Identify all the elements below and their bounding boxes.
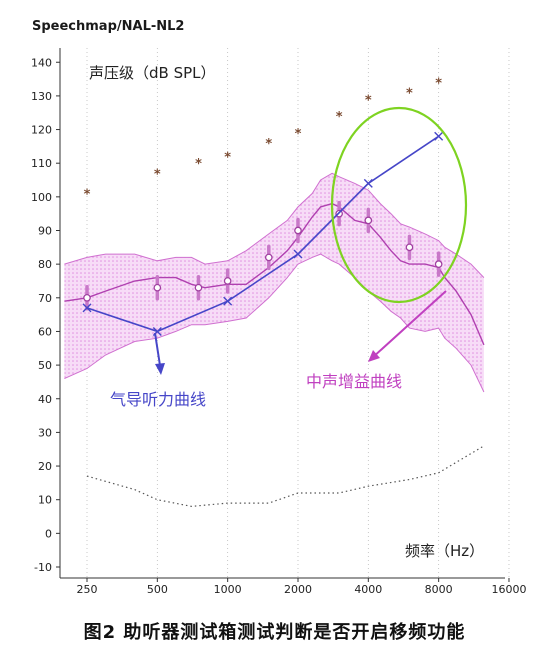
marker-point bbox=[434, 260, 443, 268]
axes: -10 0 10 20 30 40 50 60 70 80 90 100 110 120 130 140 250… bbox=[31, 48, 526, 596]
dotted-floor-line bbox=[86, 445, 485, 508]
y-tick-label: 70 bbox=[38, 292, 52, 305]
arrow-head-air-conduction bbox=[155, 363, 165, 375]
y-tick-label: 80 bbox=[38, 258, 52, 271]
x-tick-label: 500 bbox=[147, 583, 168, 596]
y-tick-label: 10 bbox=[38, 494, 52, 507]
y-tick-label: 40 bbox=[38, 393, 52, 406]
x-tick-label: 1000 bbox=[214, 583, 242, 596]
y-tick-label: 20 bbox=[38, 460, 52, 473]
asterisk-point: * bbox=[195, 157, 202, 172]
asterisk-point: * bbox=[336, 110, 343, 125]
air-conduction-point bbox=[223, 296, 233, 306]
y-tick-label: 30 bbox=[38, 426, 52, 439]
air-conduction-point bbox=[434, 131, 444, 141]
annotation-air-conduction: 气导听力曲线 bbox=[110, 390, 206, 409]
air-conduction-point bbox=[82, 303, 92, 313]
annotation-mid-gain: 中声增益曲线 bbox=[306, 372, 402, 391]
x-tick-label: 250 bbox=[77, 583, 98, 596]
asterisk-point: * bbox=[84, 187, 91, 202]
y-tick-label: 120 bbox=[31, 124, 52, 137]
asterisk-point: * bbox=[154, 167, 161, 182]
asterisk-point: * bbox=[265, 137, 272, 152]
asterisk-point: * bbox=[406, 87, 413, 102]
y-tick-label: 60 bbox=[38, 325, 52, 338]
marker-point bbox=[153, 283, 162, 292]
y-tick-label: 100 bbox=[31, 191, 52, 204]
y-tick-label: 110 bbox=[31, 157, 52, 170]
y-tick-label: 90 bbox=[38, 225, 52, 238]
marker-point bbox=[405, 243, 414, 252]
asterisk-point: * bbox=[295, 127, 302, 142]
marker-point bbox=[223, 277, 232, 285]
marker-point bbox=[83, 293, 91, 302]
marker-point bbox=[194, 283, 203, 292]
y-tick-label: 140 bbox=[31, 56, 52, 69]
air-conduction-point bbox=[363, 178, 373, 188]
band-upper-line bbox=[64, 172, 485, 278]
x-tick-label: 4000 bbox=[354, 583, 382, 596]
series-layer: * * * * * * * * * * bbox=[64, 76, 485, 508]
chart-title: Speechmap/NAL-NL2 bbox=[32, 19, 184, 34]
marker-point bbox=[264, 253, 273, 262]
x-tick-label: 16000 bbox=[491, 583, 526, 596]
x-axis-label: 频率（Hz） bbox=[405, 542, 484, 560]
asterisk-point: * bbox=[224, 150, 231, 165]
x-tick-label: 8000 bbox=[425, 583, 453, 596]
marker-point bbox=[364, 216, 373, 225]
y-tick-label: 50 bbox=[38, 359, 52, 372]
figure-caption: 图2 助听器测试箱测试判断是否开启移频功能 bbox=[83, 622, 466, 643]
y-tick-label: 130 bbox=[31, 90, 52, 103]
asterisk-point: * bbox=[435, 76, 442, 91]
y-axis-label: 声压级（dB SPL） bbox=[89, 64, 216, 82]
gain-band bbox=[64, 172, 485, 393]
air-conduction-point bbox=[293, 249, 303, 259]
highlight-ellipse bbox=[330, 106, 468, 304]
marker-point bbox=[294, 226, 302, 235]
asterisk-point: * bbox=[365, 93, 372, 108]
y-tick-label: -10 bbox=[34, 561, 52, 574]
band-area bbox=[64, 173, 484, 392]
arrow-mid-gain bbox=[371, 290, 447, 359]
mid-gain-line bbox=[64, 202, 485, 346]
air-conduction-line bbox=[86, 135, 440, 333]
y-tick-label: 0 bbox=[45, 527, 52, 540]
x-tick-label: 2000 bbox=[284, 583, 312, 596]
band-lower-line bbox=[64, 253, 485, 393]
annotation-arrows bbox=[154, 290, 447, 375]
arrow-head-mid-gain bbox=[368, 350, 380, 362]
